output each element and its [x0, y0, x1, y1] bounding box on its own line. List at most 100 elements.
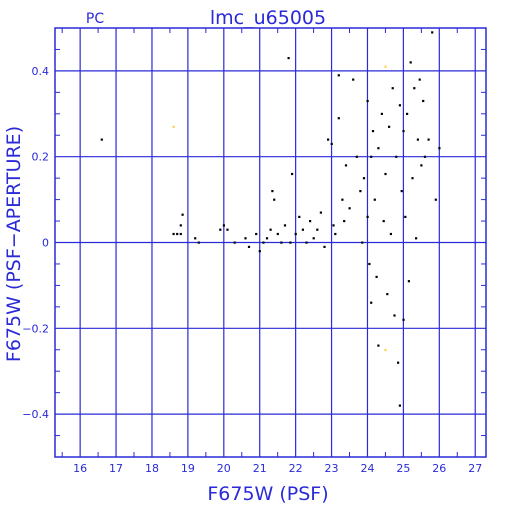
data-point: [373, 198, 376, 201]
data-point: [247, 245, 251, 248]
data-point: [323, 245, 326, 248]
data-point: [271, 190, 274, 193]
data-point: [194, 237, 197, 240]
x-tick-label: 18: [145, 462, 159, 475]
data-point: [265, 237, 269, 240]
plot-frame: [54, 27, 487, 458]
data-point: [298, 215, 301, 218]
data-point: [407, 280, 410, 283]
data-point: [366, 99, 369, 103]
data-point: [337, 74, 340, 77]
data-point: [404, 215, 407, 218]
y-axis-label: F675W (PSF−APERTURE): [3, 126, 25, 362]
data-point: [391, 87, 394, 90]
data-point: [273, 198, 276, 201]
data-point: [402, 130, 405, 133]
data-point: [418, 78, 421, 81]
data-point: [398, 104, 401, 107]
data-point: [332, 224, 335, 227]
data-point: [233, 241, 236, 244]
y-tick-label: 0.2: [32, 151, 50, 164]
data-point: [179, 232, 182, 236]
data-point: [427, 138, 430, 141]
data-point: [389, 232, 392, 236]
data-point: [244, 237, 247, 240]
data-point: [400, 190, 403, 193]
data-point: [172, 232, 175, 236]
data-point: [359, 190, 362, 193]
x-tick-label: 26: [432, 462, 446, 475]
data-point: [382, 220, 385, 223]
x-axis-label: F675W (PSF): [207, 483, 328, 505]
x-tick-label: 16: [73, 462, 87, 475]
data-point: [343, 220, 346, 223]
data-point: [416, 138, 419, 141]
data-point: [413, 87, 416, 90]
data-point: [395, 155, 398, 158]
data-point: [402, 318, 405, 321]
data-point: [176, 232, 179, 236]
data-point: [219, 228, 222, 231]
data-point: [388, 125, 391, 128]
data-point: [287, 57, 290, 60]
y-tick-labels: −0.4 −0.2 0 0.2 0.4: [22, 65, 49, 421]
grid-lines: [55, 28, 486, 457]
data-point: [226, 228, 229, 231]
data-point: [423, 155, 427, 158]
data-point: [409, 61, 412, 64]
data-point: [197, 241, 200, 244]
data-point: [337, 117, 340, 120]
data-point: [361, 241, 364, 244]
y-tick-label: 0.4: [32, 65, 50, 78]
data-point: [301, 228, 304, 231]
data-point: [431, 31, 434, 34]
x-tick-label: 20: [217, 462, 231, 475]
data-point: [393, 314, 396, 317]
data-point: [406, 112, 409, 115]
data-point: [255, 232, 258, 236]
axis-ticks: [55, 27, 486, 458]
y-tick-label: 0: [42, 237, 49, 250]
data-point: [262, 241, 265, 244]
data-point: [289, 241, 292, 244]
data-point: [380, 112, 383, 115]
data-point: [341, 198, 344, 201]
data-point: [181, 213, 184, 216]
y-tick-label: −0.2: [22, 322, 49, 335]
data-point: [222, 224, 225, 227]
x-tick-label: 17: [109, 462, 123, 475]
data-point: [316, 228, 319, 231]
data-point: [384, 65, 387, 68]
data-point: [258, 250, 261, 253]
data-point: [362, 177, 366, 180]
data-point: [375, 275, 378, 278]
data-point: [344, 164, 348, 167]
corner-label: PC: [86, 11, 104, 27]
data-point: [420, 164, 423, 167]
data-point: [179, 224, 182, 227]
data-point: [438, 147, 441, 150]
data-point: [309, 220, 312, 223]
data-point: [334, 232, 337, 236]
data-point: [312, 237, 315, 240]
data-point: [294, 232, 297, 236]
data-point: [434, 198, 437, 201]
data-point: [397, 361, 400, 364]
data-point: [371, 130, 375, 133]
data-point: [386, 293, 389, 296]
data-point: [172, 125, 175, 128]
data-point: [398, 404, 401, 407]
data-point: [348, 207, 351, 210]
data-points: [100, 31, 441, 407]
data-point: [384, 172, 387, 176]
data-point: [283, 224, 287, 227]
x-tick-label: 24: [360, 462, 374, 475]
chart-title: lmc_u65005: [210, 7, 326, 29]
x-tick-label: 21: [253, 462, 267, 475]
x-tick-label: 19: [181, 462, 195, 475]
data-point: [384, 348, 387, 351]
x-tick-labels: 16 17 18 19 20 21 22 23 24 25 26 27: [73, 462, 482, 475]
x-tick-label: 22: [289, 462, 303, 475]
data-point: [319, 211, 322, 214]
